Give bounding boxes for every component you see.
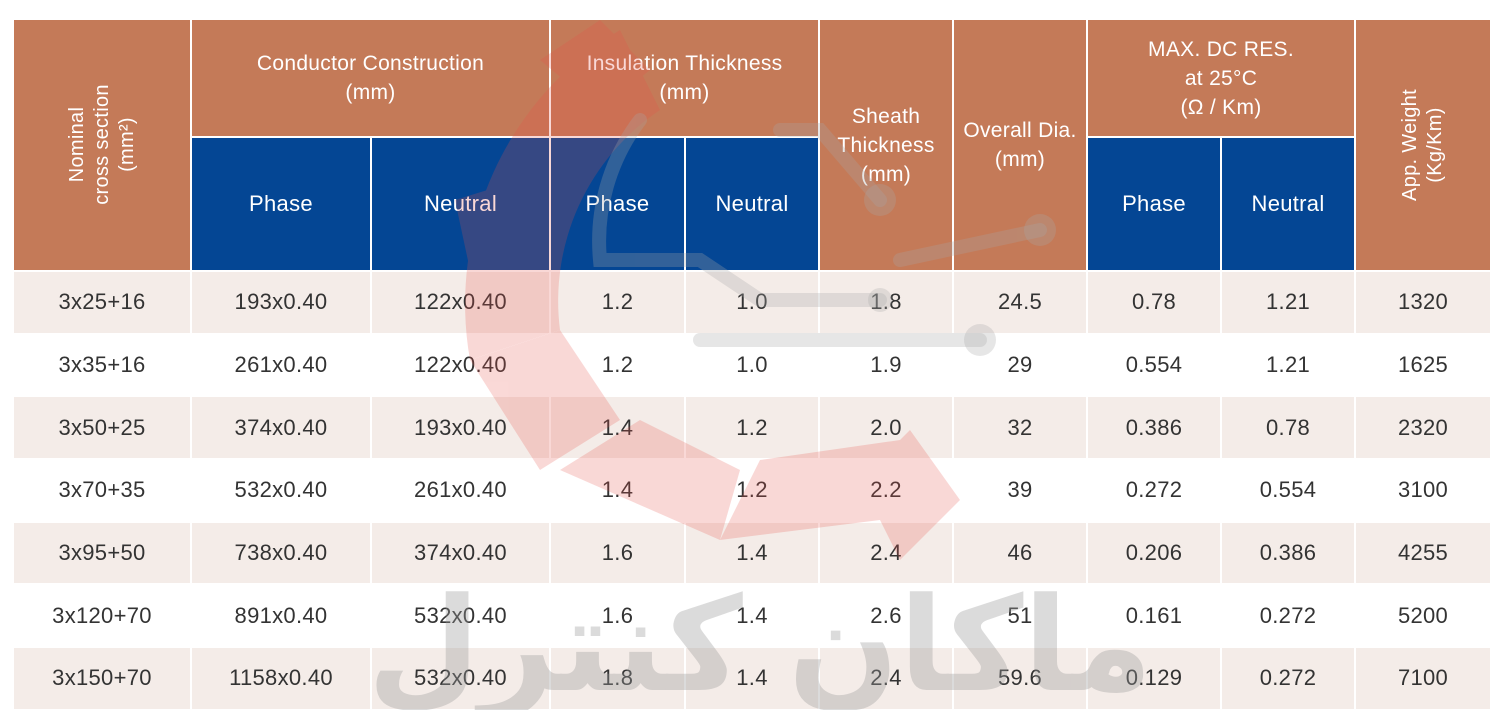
- table-cell: 2.4: [818, 646, 955, 711]
- table-cell: 1.4: [683, 520, 821, 586]
- table-cell: 32: [952, 395, 1089, 461]
- table-row: 3x95+50 738x0.40 374x0.40 1.6 1.4 2.4 46…: [12, 520, 1493, 586]
- table-cell: 1158x0.40: [190, 646, 372, 711]
- table-cell: 374x0.40: [370, 520, 551, 586]
- header-overall-diameter: Overall Dia. (mm): [952, 18, 1089, 272]
- table-cell: 2320: [1354, 395, 1493, 461]
- table-cell: 1320: [1354, 270, 1493, 335]
- table-cell: 1.8: [549, 646, 686, 711]
- table-cell: 3x150+70: [12, 646, 192, 711]
- header-approx-weight: App. Weight (Kg/Km): [1354, 18, 1493, 272]
- table-cell: 1.4: [549, 395, 686, 461]
- table-cell: 7100: [1354, 646, 1493, 711]
- table-row: 3x25+16 193x0.40 122x0.40 1.2 1.0 1.8 24…: [12, 270, 1493, 335]
- subheader-conductor-phase: Phase: [190, 136, 372, 272]
- table-row: 3x120+70 891x0.40 532x0.40 1.6 1.4 2.6 5…: [12, 583, 1493, 649]
- table-cell: 3x120+70: [12, 583, 192, 649]
- table-cell: 1.6: [549, 520, 686, 586]
- table-cell: 122x0.40: [370, 270, 551, 335]
- table-cell: 2.2: [818, 458, 955, 523]
- table-cell: 2.6: [818, 583, 955, 649]
- table-cell: 0.554: [1220, 458, 1357, 523]
- table-cell: 1.8: [818, 270, 955, 335]
- table-cell: 0.386: [1086, 395, 1223, 461]
- table-cell: 1.4: [549, 458, 686, 523]
- table-cell: 532x0.40: [190, 458, 372, 523]
- table-cell: 2.4: [818, 520, 955, 586]
- table-cell: 532x0.40: [370, 646, 551, 711]
- table-cell: 1.4: [683, 583, 821, 649]
- subheader-conductor-neutral: Neutral: [370, 136, 551, 272]
- table-row: 3x50+25 374x0.40 193x0.40 1.4 1.2 2.0 32…: [12, 395, 1493, 461]
- table-row: 3x150+70 1158x0.40 532x0.40 1.8 1.4 2.4 …: [12, 646, 1493, 711]
- table-cell: 0.78: [1220, 395, 1357, 461]
- cable-spec-table: Nominal cross section (mm²) Conductor Co…: [12, 18, 1493, 711]
- table-cell: 1.2: [549, 270, 686, 335]
- table-cell: 0.161: [1086, 583, 1223, 649]
- table-cell: 3x25+16: [12, 270, 192, 335]
- table-cell: 3x70+35: [12, 458, 192, 523]
- table-cell: 1.6: [549, 583, 686, 649]
- table-cell: 1.0: [683, 332, 821, 398]
- table-cell: 3x35+16: [12, 332, 192, 398]
- table-row: 3x70+35 532x0.40 261x0.40 1.4 1.2 2.2 39…: [12, 458, 1493, 523]
- table-cell: 738x0.40: [190, 520, 372, 586]
- table-cell: 1.0: [683, 270, 821, 335]
- header-max-dc-resistance: MAX. DC RES. at 25°C (Ω / Km): [1086, 18, 1357, 138]
- subheader-dcres-neutral: Neutral: [1220, 136, 1357, 272]
- table-cell: 3x50+25: [12, 395, 192, 461]
- table-cell: 46: [952, 520, 1089, 586]
- table-cell: 193x0.40: [370, 395, 551, 461]
- table-cell: 261x0.40: [370, 458, 551, 523]
- table-cell: 193x0.40: [190, 270, 372, 335]
- table-cell: 261x0.40: [190, 332, 372, 398]
- table-cell: 532x0.40: [370, 583, 551, 649]
- subheader-insulation-neutral: Neutral: [683, 136, 821, 272]
- table-cell: 1.21: [1220, 270, 1357, 335]
- table-cell: 891x0.40: [190, 583, 372, 649]
- table-cell: 4255: [1354, 520, 1493, 586]
- table-row: 3x35+16 261x0.40 122x0.40 1.2 1.0 1.9 29…: [12, 332, 1493, 398]
- table-cell: 0.554: [1086, 332, 1223, 398]
- header-sheath-thickness: Sheath Thickness (mm): [818, 18, 955, 272]
- table-cell: 3x95+50: [12, 520, 192, 586]
- table-cell: 59.6: [952, 646, 1089, 711]
- table-cell: 0.386: [1220, 520, 1357, 586]
- header-conductor-construction: Conductor Construction (mm): [190, 18, 551, 138]
- table-cell: 39: [952, 458, 1089, 523]
- table-cell: 51: [952, 583, 1089, 649]
- table-cell: 29: [952, 332, 1089, 398]
- table-cell: 1.2: [683, 458, 821, 523]
- spec-table-container: Nominal cross section (mm²) Conductor Co…: [12, 18, 1493, 711]
- table-cell: 0.206: [1086, 520, 1223, 586]
- subheader-insulation-phase: Phase: [549, 136, 686, 272]
- table-cell: 1.4: [683, 646, 821, 711]
- table-cell: 2.0: [818, 395, 955, 461]
- table-cell: 0.129: [1086, 646, 1223, 711]
- table-cell: 1625: [1354, 332, 1493, 398]
- table-cell: 0.272: [1220, 646, 1357, 711]
- table-cell: 1.2: [549, 332, 686, 398]
- table-cell: 24.5: [952, 270, 1089, 335]
- table-cell: 1.9: [818, 332, 955, 398]
- table-cell: 0.272: [1086, 458, 1223, 523]
- header-insulation-thickness: Insulation Thickness (mm): [548, 18, 821, 138]
- table-cell: 1.21: [1220, 332, 1357, 398]
- table-cell: 0.272: [1220, 583, 1357, 649]
- subheader-dcres-phase: Phase: [1086, 136, 1223, 272]
- table-cell: 0.78: [1086, 270, 1223, 335]
- header-nominal-cross-section: Nominal cross section (mm²): [12, 18, 192, 272]
- table-cell: 3100: [1354, 458, 1493, 523]
- table-cell: 1.2: [683, 395, 821, 461]
- table-cell: 374x0.40: [190, 395, 372, 461]
- table-cell: 5200: [1354, 583, 1493, 649]
- table-cell: 122x0.40: [370, 332, 551, 398]
